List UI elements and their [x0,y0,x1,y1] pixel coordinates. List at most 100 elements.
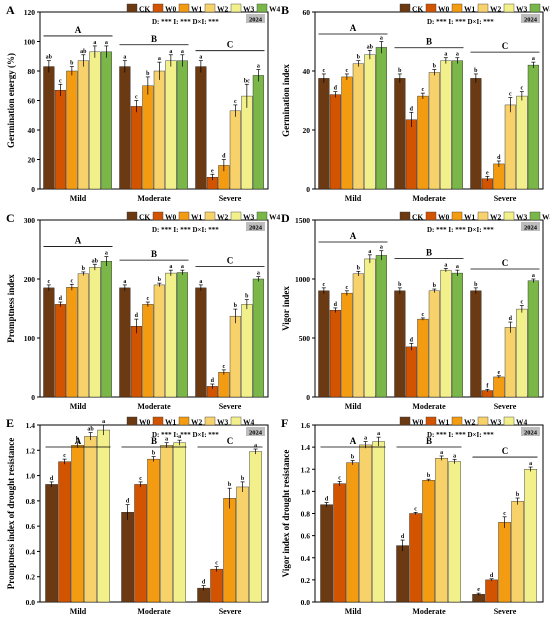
significance-letter: c [223,364,226,370]
bar-w0-mild [45,484,58,603]
significance-letter: a [532,56,535,62]
legend-label-w3: W3 [516,5,528,14]
group-letter: B [151,436,157,446]
legend-swatch-w1 [178,211,190,221]
x-tick-label: Moderate [137,402,171,411]
significance-letter: a [529,461,532,467]
bar-w1-moderate [417,318,429,398]
year-badge [246,14,265,23]
significance-letter: b [82,266,86,272]
bar-w3-moderate [440,60,452,190]
legend-swatch-w3 [230,3,242,13]
significance-letter: b [76,437,80,443]
panel-A: A Germination energy (%) 0 20 40 60 80 100 120 CK… [6,3,281,203]
y-tick-label: 1.0 [26,472,36,481]
y-tick-label: 200 [24,275,36,284]
significance-letter: b [351,454,355,460]
panel-letter: A [6,3,15,17]
bar-w1-moderate [409,513,422,603]
significance-letter: a [123,55,126,61]
significance-letter: b [516,492,520,498]
bar-w3-severe [236,486,249,603]
x-tick-label: Mild [70,194,87,203]
significance-letter: c [422,87,425,93]
bar-w2-mild [77,273,89,398]
significance-letter: d [334,86,338,92]
bar-w1-moderate [417,95,429,190]
bar-w3-moderate [435,457,448,603]
legend-label-w3: W3 [490,418,502,427]
significance-letter: a [377,431,380,437]
stats-annotation: D: *** I: *** D×I: *** [152,431,219,439]
significance-letter: b [398,68,402,74]
legend-swatch-w3 [503,3,515,13]
y-tick-label: 40 [28,126,36,135]
panel-letter: E [6,416,14,430]
significance-letter: a [181,49,184,55]
year-badge [521,14,540,23]
legend-swatch-ck [399,211,411,221]
significance-letter: b [228,482,232,488]
y-tick-label: 60 [28,97,36,106]
bar-w2-severe [229,315,241,398]
y-tick-label: 1.6 [301,421,311,430]
significance-letter: d [135,313,139,319]
x-tick-label: Moderate [412,194,446,203]
significance-letter: b [433,64,437,70]
bar-w4-severe [524,469,537,603]
bar-ck-moderate [394,290,406,398]
significance-letter: a [165,437,168,443]
y-axis-label: Promptness index of drought resistance [6,438,16,590]
legend-label-ck: CK [412,213,423,222]
legend-swatch-w2 [204,3,216,13]
group-letter: A [350,231,357,241]
legend-swatch-w0 [126,416,138,426]
legend-swatch-w3 [503,211,515,221]
bar-w4-mild [375,47,387,190]
legend-swatch-w4 [529,211,541,221]
bar-w1-mild [58,461,71,603]
legend-swatch-w0 [152,211,164,221]
bar-w3-severe [516,308,528,398]
bar-w1-mild [66,287,78,398]
y-tick-label: 1000 [295,275,310,284]
y-tick-label: 100 [24,334,36,343]
panel-letter: B [281,3,289,17]
legend-swatch-w1 [152,416,164,426]
legend-label-w3: W3 [243,213,255,222]
y-tick-label: 60 [303,8,311,17]
group-letter: A [350,23,357,33]
significance-letter: b [357,55,361,61]
significance-letter: c [323,282,326,288]
y-tick-label: 1.4 [301,443,311,452]
bar-w2-severe [504,327,516,398]
x-tick-label: Mild [345,607,362,616]
bar-w4-severe [252,75,264,190]
x-tick-label: Moderate [412,607,446,616]
bar-w0-moderate [396,545,409,603]
significance-letter: d [509,316,513,322]
y-tick-label: 0.4 [301,554,311,563]
significance-letter: d [410,106,414,112]
legend-label-w4: W4 [542,213,550,222]
significance-letter: b [152,451,156,457]
y-tick-label: 0 [31,185,35,194]
bar-ck-mild [318,290,330,398]
legend-label-w1: W1 [191,5,203,14]
legend-swatch-w2 [204,211,216,221]
group-letter: C [502,258,509,268]
legend-swatch-w4 [256,3,268,13]
significance-letter: c [346,68,349,74]
significance-letter: e [498,370,501,376]
legend-swatch-w1 [425,416,437,426]
bar-w1-severe [218,372,230,398]
significance-letter: a [102,419,105,425]
y-tick-label: 40 [303,67,311,76]
y-tick-label: 0.2 [26,573,36,582]
significance-letter: c [71,278,74,284]
x-tick-label: Severe [219,607,242,616]
legend-swatch-w0 [152,3,164,13]
year-badge-text: 2024 [524,430,538,437]
significance-letter: b [234,303,238,309]
